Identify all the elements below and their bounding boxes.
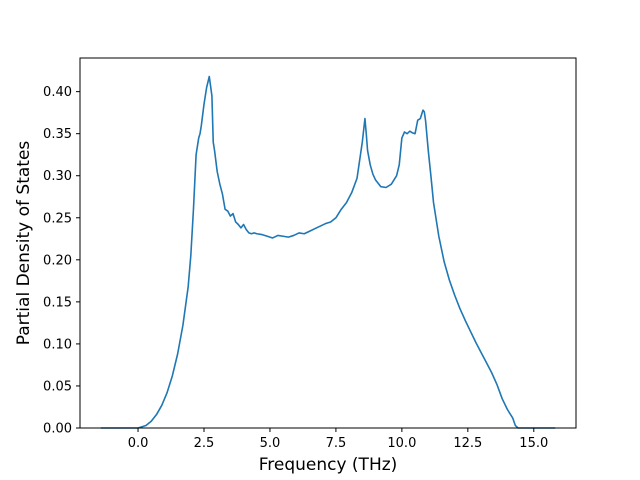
- x-tick-label: 0.0: [128, 436, 149, 451]
- series-layer: [100, 75, 556, 429]
- y-tick-label: 0.20: [43, 253, 72, 268]
- y-axis: 0.00 0.05 0.10 0.15 0.20 0.25 0.30 0.35 0.40: [43, 85, 80, 437]
- y-tick-label: 0.15: [43, 295, 72, 310]
- y-axis-title: Partial Density of States: [14, 141, 34, 346]
- x-tick-label: 2.5: [194, 436, 215, 451]
- x-tick-label: 7.5: [326, 436, 347, 451]
- x-tick-label: 15.0: [519, 436, 548, 451]
- x-tick-label: 12.5: [453, 436, 482, 451]
- x-axis-title: Frequency (THz): [259, 455, 398, 475]
- y-tick-label: 0.30: [43, 169, 72, 184]
- plot-frame: [79, 57, 577, 429]
- y-tick-label: 0.25: [43, 211, 72, 226]
- x-axis: 0.0 2.5 5.0 7.5 10.0 12.5 15.0: [128, 428, 548, 451]
- y-tick-label: 0.40: [43, 85, 72, 100]
- x-tick-label: 5.0: [260, 436, 281, 451]
- y-tick-label: 0.35: [43, 127, 72, 142]
- y-tick-label: 0.10: [43, 337, 72, 352]
- dos-series-line: [100, 75, 556, 429]
- y-tick-label: 0.00: [43, 422, 72, 437]
- x-tick-label: 10.0: [387, 436, 416, 451]
- y-tick-label: 0.05: [43, 379, 72, 394]
- plot-area: [80, 58, 576, 428]
